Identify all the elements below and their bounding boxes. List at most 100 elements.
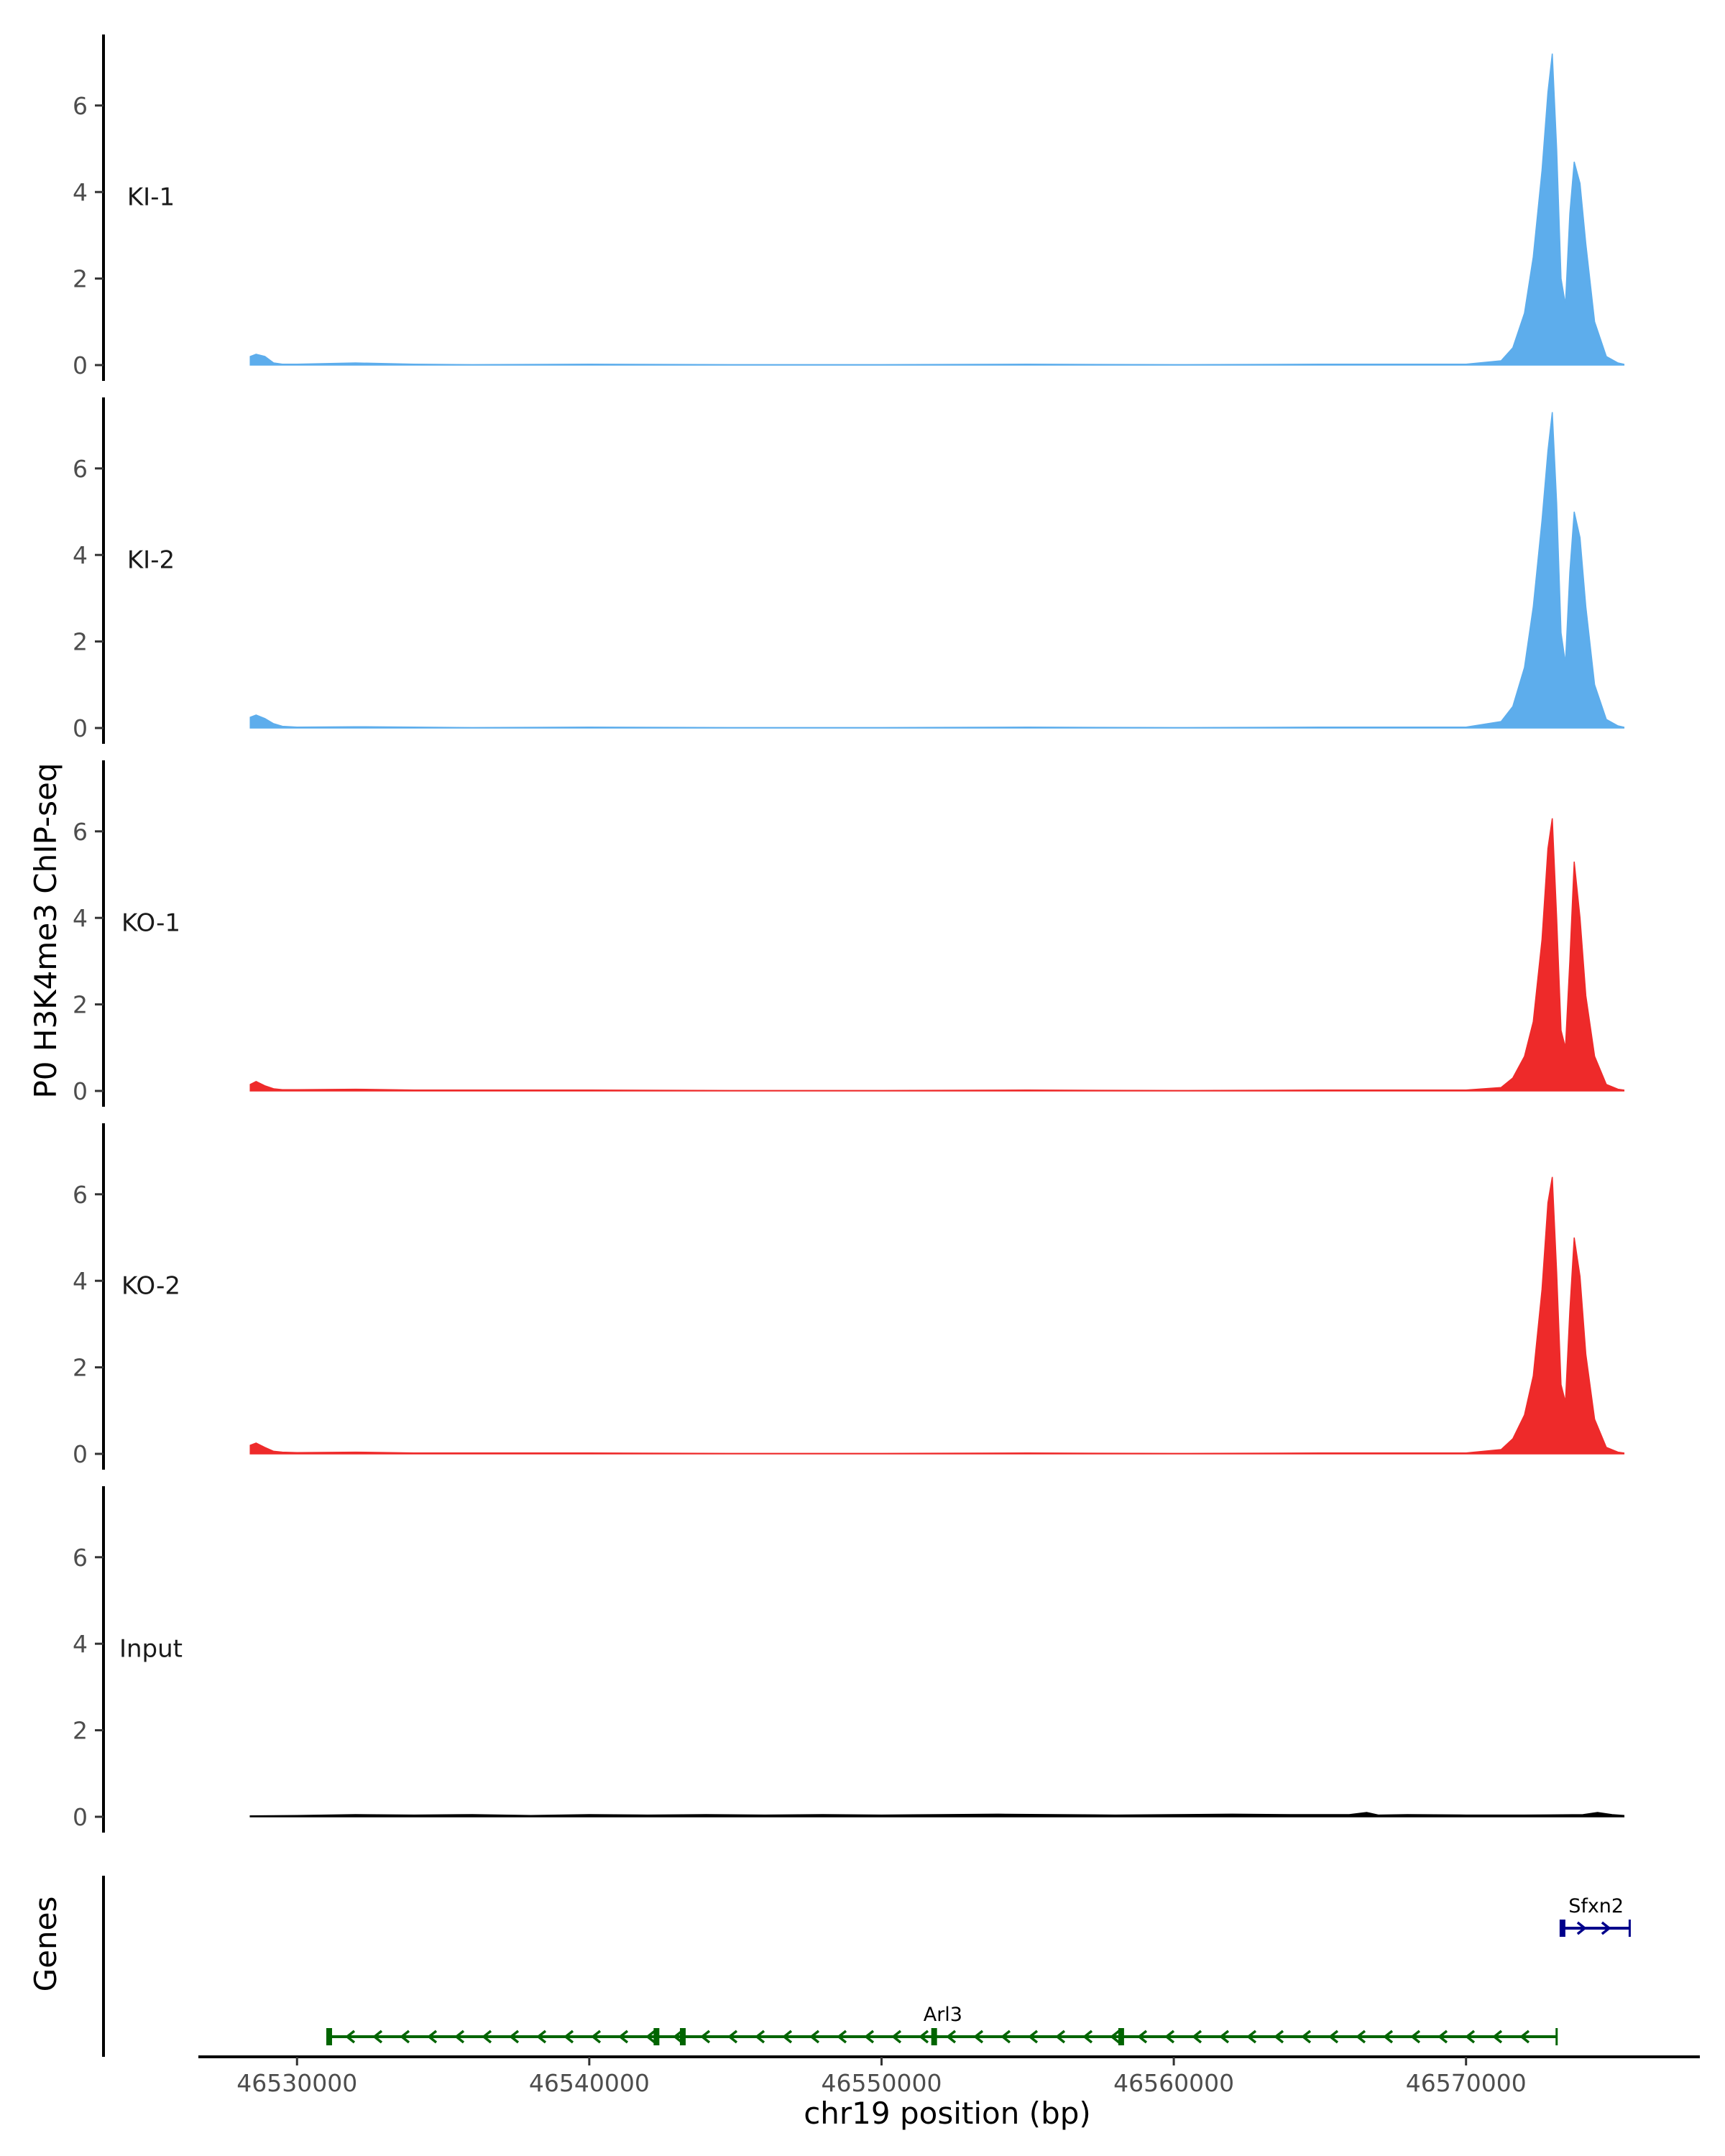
strand-arrow (1519, 2030, 1530, 2044)
y-tick-label: 6 (73, 1544, 88, 1572)
strand-arrow (1576, 1921, 1587, 1935)
strand-arrow (727, 2030, 738, 2044)
strand-arrow (782, 2030, 793, 2044)
y-tick-label: 2 (73, 628, 88, 656)
strand-arrow (427, 2030, 438, 2044)
y-tick-label: 0 (73, 1077, 88, 1105)
strand-arrow (509, 2030, 520, 2044)
x-tick-label: 46550000 (821, 2069, 942, 2097)
signal-area-input (249, 1812, 1625, 1818)
strand-arrow (1301, 2030, 1312, 2044)
strand-arrow (1164, 2030, 1175, 2044)
y-tick-label: 6 (73, 818, 88, 846)
strand-arrow (1274, 2030, 1284, 2044)
strand-arrow (1410, 2030, 1421, 2044)
y-tick-label: 0 (73, 714, 88, 742)
strand-arrow (645, 2030, 656, 2044)
strand-arrow (1601, 1921, 1611, 1935)
y-tick-label: 4 (73, 178, 88, 206)
strand-arrow (564, 2030, 574, 2044)
exon-block (931, 2028, 937, 2045)
strand-arrow (1192, 2030, 1202, 2044)
track-label: KI-1 (127, 183, 175, 211)
genes-panel-label: Genes (28, 1897, 63, 1992)
strand-arrow (1383, 2030, 1394, 2044)
x-tick-label: 46570000 (1406, 2069, 1527, 2097)
y-tick-label: 0 (73, 1440, 88, 1468)
exon-block (679, 2028, 686, 2045)
x-tick-label: 46540000 (529, 2069, 650, 2097)
strand-arrow (809, 2030, 820, 2044)
x-tick-label: 46560000 (1113, 2069, 1234, 2097)
strand-arrow (1137, 2030, 1148, 2044)
strand-arrow (700, 2030, 711, 2044)
track-label: Input (119, 1634, 183, 1663)
y-tick-label: 2 (73, 265, 88, 293)
y-tick-label: 6 (73, 1181, 88, 1209)
signal-area-ko-1 (249, 818, 1625, 1092)
exon-block (1118, 2028, 1124, 2045)
strand-arrow (1028, 2030, 1039, 2044)
strand-arrow (891, 2030, 902, 2044)
strand-arrow (618, 2030, 629, 2044)
strand-arrow (755, 2030, 765, 2044)
strand-arrow (837, 2030, 847, 2044)
strand-arrow (1110, 2030, 1121, 2044)
exon-block (653, 2028, 660, 2045)
strand-arrow (1356, 2030, 1366, 2044)
strand-arrow (454, 2030, 465, 2044)
y-tick-label: 4 (73, 1630, 88, 1658)
y-tick-label: 0 (73, 1803, 88, 1831)
strand-arrow (973, 2030, 984, 2044)
exon-block (326, 2028, 332, 2045)
gene-label: Arl3 (924, 2004, 962, 2026)
y-axis-label: P0 H3K4me3 ChIP-seq (28, 763, 63, 1098)
gene-label: Sfxn2 (1568, 1895, 1624, 1917)
strand-arrow (1219, 2030, 1230, 2044)
x-tick-label: 46530000 (236, 2069, 357, 2097)
strand-arrow (372, 2030, 383, 2044)
track-label: KO-1 (121, 908, 180, 937)
strand-arrow (345, 2030, 356, 2044)
tracks-layer: 0 2 4 6 KI-1 0 2 4 6 KI-2 0 2 4 6 KO-1 0 2 4 6 KO-2 0 2 4 6 Inpu… (73, 34, 1625, 1833)
strand-arrow (1328, 2030, 1339, 2044)
y-tick-label: 4 (73, 904, 88, 932)
y-tick-label: 2 (73, 1354, 88, 1382)
strand-arrow (1055, 2030, 1066, 2044)
track-input: 0 2 4 6 Input (73, 1486, 1625, 1833)
strand-arrow (482, 2030, 492, 2044)
strand-arrow (946, 2030, 957, 2044)
strand-arrow (1082, 2030, 1093, 2044)
gene-sfxn2: Sfxn2 (1559, 1895, 1631, 1937)
genes-panel: 46530000 46540000 46550000 46560000 46570000… (102, 1876, 1700, 2097)
y-tick-label: 4 (73, 1267, 88, 1295)
x-axis-label: chr19 position (bp) (804, 2096, 1091, 2131)
strand-arrow (1000, 2030, 1011, 2044)
y-tick-label: 2 (73, 991, 88, 1019)
y-tick-label: 0 (73, 351, 88, 379)
strand-arrow (591, 2030, 602, 2044)
y-tick-label: 2 (73, 1717, 88, 1745)
strand-arrow (673, 2030, 684, 2044)
strand-arrow (864, 2030, 875, 2044)
track-label: KI-2 (127, 545, 175, 574)
exon-block (1559, 1920, 1565, 1937)
signal-area-ko-2 (249, 1176, 1625, 1455)
y-tick-label: 6 (73, 92, 88, 120)
track-ki-2: 0 2 4 6 KI-2 (73, 397, 1625, 744)
strand-arrow (1438, 2030, 1448, 2044)
y-tick-label: 6 (73, 455, 88, 483)
y-tick-label: 4 (73, 541, 88, 569)
strand-arrow (1465, 2030, 1476, 2044)
strand-arrow (1246, 2030, 1257, 2044)
track-label: KO-2 (121, 1271, 180, 1300)
gene-arl3: Arl3 (326, 2004, 1558, 2045)
signal-area-ki-2 (249, 412, 1625, 729)
strand-arrow (536, 2030, 547, 2044)
track-ki-1: 0 2 4 6 KI-1 (73, 34, 1625, 381)
strand-arrow (1492, 2030, 1503, 2044)
track-ko-2: 0 2 4 6 KO-2 (73, 1123, 1625, 1470)
track-ko-1: 0 2 4 6 KO-1 (73, 760, 1625, 1107)
strand-arrow (919, 2030, 929, 2044)
